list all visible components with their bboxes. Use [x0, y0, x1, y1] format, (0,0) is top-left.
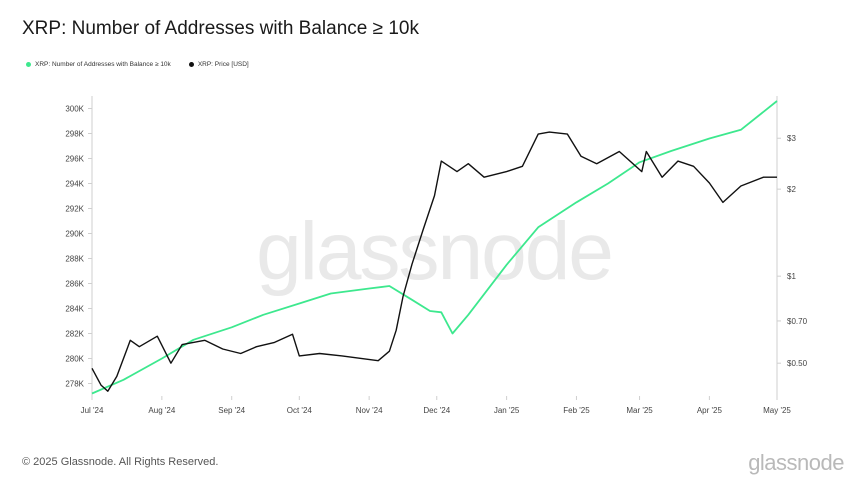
left-axis-tick-label: 280K	[65, 355, 84, 364]
left-axis-tick-label: 290K	[65, 230, 84, 239]
legend: XRP: Number of Addresses with Balance ≥ …	[26, 61, 249, 68]
legend-swatch-addresses	[26, 62, 31, 67]
x-axis-tick-label: Aug '24	[148, 406, 175, 415]
series-line-price	[91, 131, 777, 392]
x-axis-tick-label: Nov '24	[356, 406, 383, 415]
legend-item-addresses[interactable]: XRP: Number of Addresses with Balance ≥ …	[26, 61, 171, 68]
left-axis-tick-label: 298K	[65, 130, 84, 139]
x-axis-tick-label: Dec '24	[423, 406, 450, 415]
left-axis-tick-label: 296K	[65, 155, 84, 164]
x-axis-tick-label: Oct '24	[287, 406, 313, 415]
brand-logo: glassnode	[748, 450, 844, 475]
left-axis-tick-label: 300K	[65, 105, 84, 114]
legend-label-addresses: XRP: Number of Addresses with Balance ≥ …	[35, 61, 171, 68]
x-axis-tick-label: Feb '25	[563, 406, 590, 415]
right-axis-tick-label: $0.70	[787, 317, 808, 326]
left-axis-tick-label: 286K	[65, 280, 84, 289]
left-axis-tick-label: 294K	[65, 180, 84, 189]
legend-item-price[interactable]: XRP: Price [USD]	[188, 61, 249, 68]
left-axis-tick-label: 288K	[65, 255, 84, 264]
left-axis-tick-label: 284K	[65, 305, 84, 314]
series-line-addresses	[91, 100, 778, 395]
x-axis-tick-label: Jul '24	[81, 406, 104, 415]
right-axis-tick-label: $2	[787, 185, 796, 194]
x-axis-tick-label: Sep '24	[218, 406, 245, 415]
x-axis-tick-label: May '25	[763, 406, 791, 415]
legend-label-price: XRP: Price [USD]	[197, 61, 249, 68]
right-axis-tick-label: $0.50	[787, 359, 808, 368]
x-axis-tick-label: Apr '25	[697, 406, 723, 415]
right-axis-tick-label: $1	[787, 272, 796, 281]
chart-title: XRP: Number of Addresses with Balance ≥ …	[22, 18, 419, 39]
left-axis-tick-label: 282K	[65, 330, 84, 339]
left-axis-tick-label: 292K	[65, 205, 84, 214]
right-axis-tick-label: $3	[787, 134, 796, 143]
legend-swatch-price	[188, 62, 194, 67]
left-axis-tick-label: 278K	[65, 380, 84, 389]
x-axis-tick-label: Jan '25	[494, 406, 520, 415]
x-axis-tick-label: Mar '25	[626, 406, 653, 415]
copyright-footer: © 2025 Glassnode. All Rights Reserved.	[22, 456, 219, 468]
